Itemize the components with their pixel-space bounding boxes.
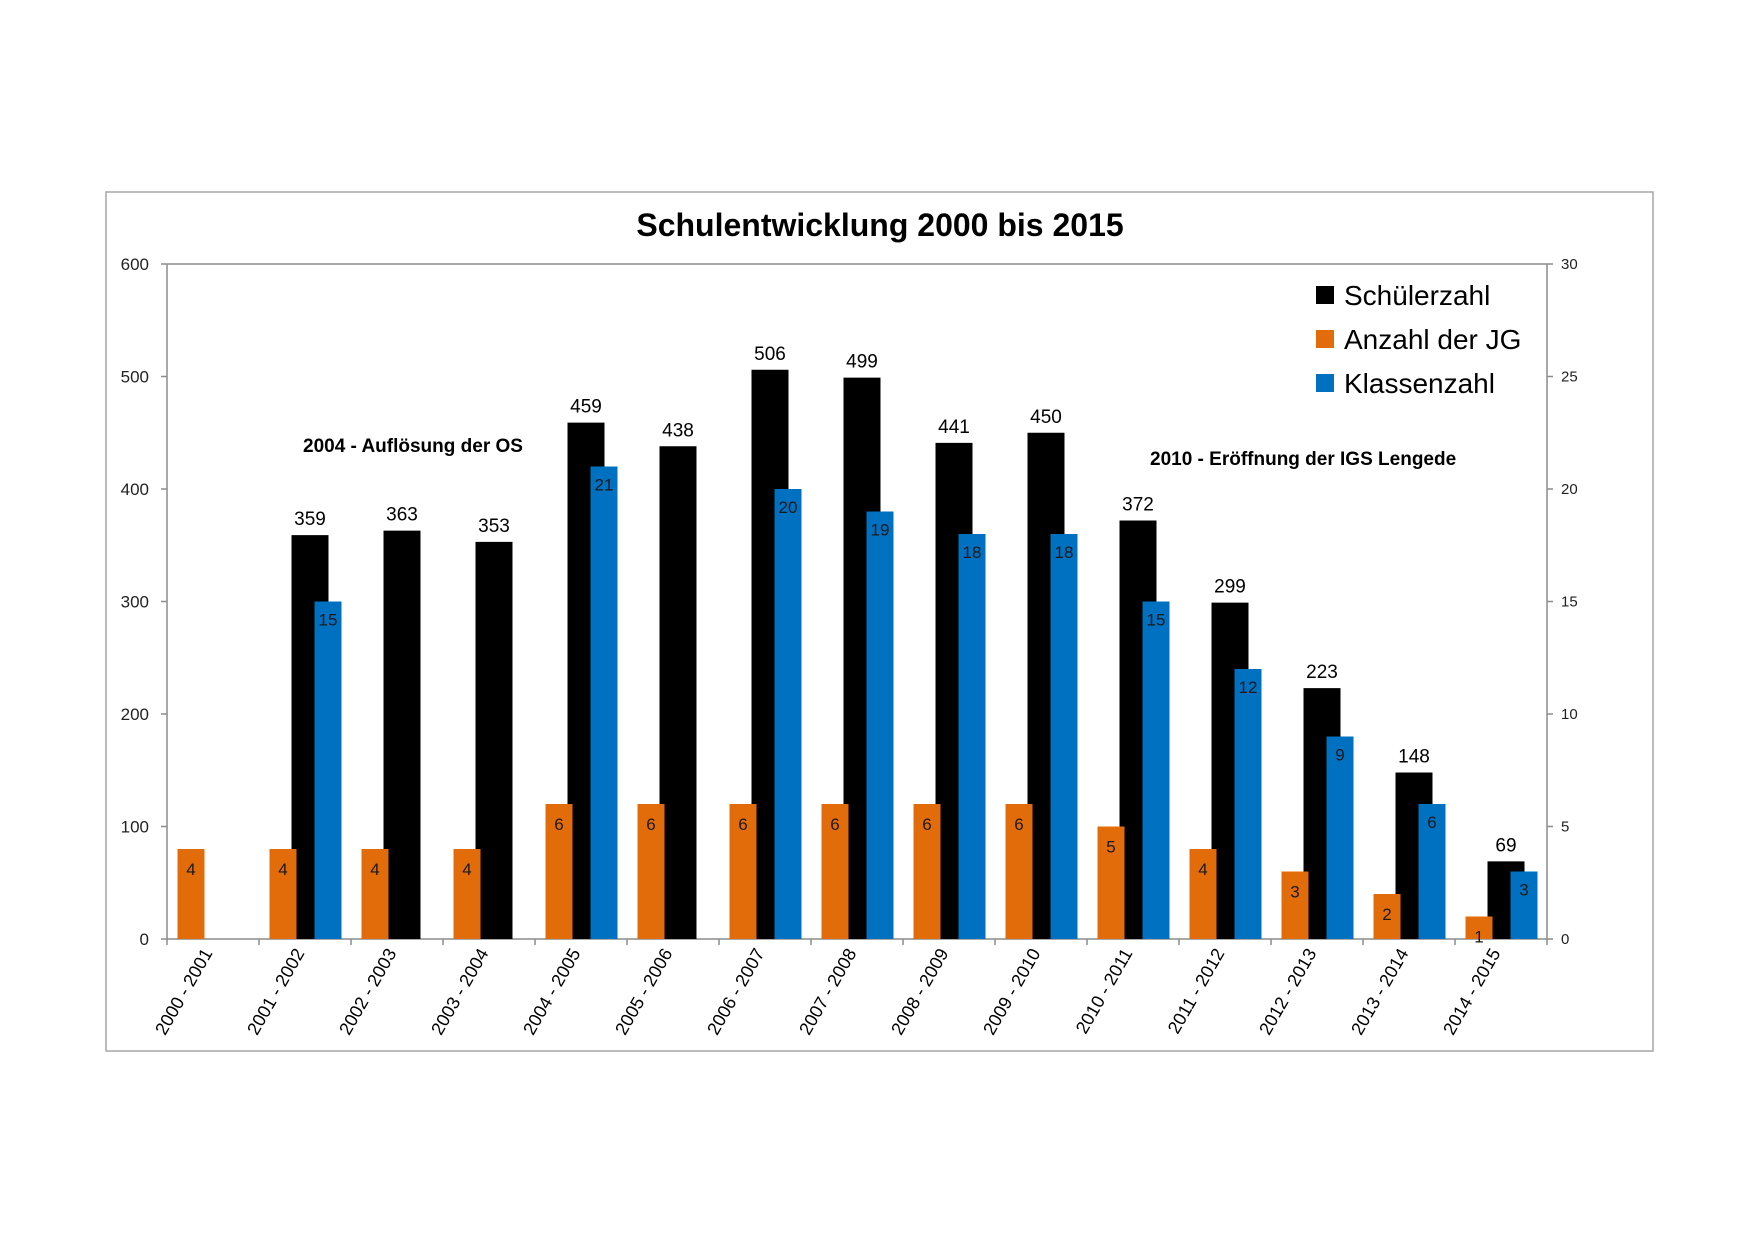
data-label-anzahl-jg: 3 xyxy=(1290,883,1299,902)
legend-label: Anzahl der JG xyxy=(1344,324,1521,355)
data-label-schuelerzahl: 372 xyxy=(1122,495,1154,516)
bar-anzahl-jg xyxy=(913,804,941,939)
data-label-anzahl-jg: 6 xyxy=(738,815,747,834)
legend-label: Klassenzahl xyxy=(1344,368,1495,399)
data-label-klassenzahl: 15 xyxy=(319,611,338,630)
bar-klassenzahl xyxy=(1418,804,1446,939)
y2-tick-label: 25 xyxy=(1561,369,1578,386)
bar-klassenzahl xyxy=(1234,669,1262,939)
bar-anzahl-jg xyxy=(637,804,665,939)
data-label-anzahl-jg: 1 xyxy=(1474,928,1483,947)
y-tick-label: 200 xyxy=(121,705,149,724)
y2-tick-label: 10 xyxy=(1561,706,1578,723)
data-label-schuelerzahl: 506 xyxy=(754,344,786,365)
y2-tick-label: 0 xyxy=(1561,931,1569,948)
bar-klassenzahl xyxy=(1510,871,1538,939)
data-label-schuelerzahl: 459 xyxy=(570,397,602,418)
data-label-schuelerzahl: 363 xyxy=(386,505,418,526)
y-tick-label: 100 xyxy=(121,818,149,837)
data-label-anzahl-jg: 4 xyxy=(278,860,287,879)
y-tick-label: 0 xyxy=(140,930,149,949)
bar-anzahl-jg xyxy=(1373,894,1401,939)
legend: Schülerzahl Anzahl der JG Klassenzahl xyxy=(1316,280,1521,399)
data-label-schuelerzahl: 299 xyxy=(1214,577,1246,598)
legend-swatch xyxy=(1316,374,1334,392)
chart-title: Schulentwicklung 2000 bis 2015 xyxy=(636,207,1123,243)
bar-anzahl-jg xyxy=(729,804,757,939)
data-label-anzahl-jg: 4 xyxy=(462,860,471,879)
y2-tick-label: 20 xyxy=(1561,481,1578,498)
data-label-schuelerzahl: 441 xyxy=(938,417,970,438)
data-label-anzahl-jg: 4 xyxy=(370,860,379,879)
data-label-anzahl-jg: 6 xyxy=(1014,815,1023,834)
bar-anzahl-jg xyxy=(1281,871,1309,939)
annotation-igs: 2010 - Eröffnung der IGS Lengede xyxy=(1150,449,1456,470)
data-label-schuelerzahl: 359 xyxy=(294,509,326,530)
bar-anzahl-jg xyxy=(453,849,481,939)
data-label-anzahl-jg: 2 xyxy=(1382,905,1391,924)
y2-tick-label: 15 xyxy=(1561,594,1578,611)
data-label-klassenzahl: 20 xyxy=(779,498,798,517)
data-label-schuelerzahl: 450 xyxy=(1030,407,1062,428)
data-label-klassenzahl: 18 xyxy=(1055,543,1074,562)
legend-swatch xyxy=(1316,286,1334,304)
bar-klassenzahl xyxy=(1326,736,1354,939)
data-label-schuelerzahl: 438 xyxy=(662,420,694,441)
data-label-klassenzahl: 6 xyxy=(1427,813,1436,832)
bar-klassenzahl xyxy=(590,466,618,939)
bar-klassenzahl xyxy=(1050,534,1078,939)
data-label-schuelerzahl: 499 xyxy=(846,352,878,373)
data-label-klassenzahl: 18 xyxy=(963,543,982,562)
bar-klassenzahl xyxy=(958,534,986,939)
bar-klassenzahl xyxy=(774,489,802,939)
annotation-os: 2004 - Auflösung der OS xyxy=(303,436,523,457)
data-label-klassenzahl: 19 xyxy=(871,521,890,540)
bar-klassenzahl xyxy=(314,601,342,939)
data-label-anzahl-jg: 5 xyxy=(1106,838,1115,857)
bar-anzahl-jg xyxy=(1189,849,1217,939)
data-label-schuelerzahl: 69 xyxy=(1495,835,1516,856)
y-tick-label: 500 xyxy=(121,368,149,387)
legend-swatch xyxy=(1316,330,1334,348)
data-label-anzahl-jg: 6 xyxy=(830,815,839,834)
bar-anzahl-jg xyxy=(1465,916,1493,939)
data-label-schuelerzahl: 223 xyxy=(1306,662,1338,683)
bar-klassenzahl xyxy=(866,511,894,939)
bar-anzahl-jg xyxy=(821,804,849,939)
y2-tick-label: 5 xyxy=(1561,819,1569,836)
bar-schuelerzahl xyxy=(475,541,513,939)
legend-label: Schülerzahl xyxy=(1344,280,1490,311)
bar-anzahl-jg xyxy=(545,804,573,939)
bar-anzahl-jg xyxy=(269,849,297,939)
y-tick-label: 300 xyxy=(121,593,149,612)
data-label-klassenzahl: 15 xyxy=(1147,611,1166,630)
bar-anzahl-jg xyxy=(177,849,205,939)
data-label-anzahl-jg: 4 xyxy=(1198,860,1207,879)
data-label-schuelerzahl: 353 xyxy=(478,516,510,537)
y-tick-label: 400 xyxy=(121,480,149,499)
y2-tick-label: 30 xyxy=(1561,256,1578,273)
bars xyxy=(177,369,1538,939)
data-label-klassenzahl: 9 xyxy=(1335,746,1344,765)
bar-schuelerzahl xyxy=(383,530,421,939)
data-label-anzahl-jg: 6 xyxy=(646,815,655,834)
y-tick-label: 600 xyxy=(121,255,149,274)
data-label-klassenzahl: 12 xyxy=(1239,678,1258,697)
bar-anzahl-jg xyxy=(361,849,389,939)
bar-anzahl-jg xyxy=(1097,826,1125,939)
bar-anzahl-jg xyxy=(1005,804,1033,939)
data-label-klassenzahl: 3 xyxy=(1519,881,1528,900)
bar-schuelerzahl xyxy=(659,446,697,939)
data-label-anzahl-jg: 6 xyxy=(554,815,563,834)
data-labels: 4359154363435344592164386506206499196441… xyxy=(186,344,1528,947)
data-label-schuelerzahl: 148 xyxy=(1398,747,1430,768)
data-label-anzahl-jg: 4 xyxy=(186,860,195,879)
data-label-anzahl-jg: 6 xyxy=(922,815,931,834)
data-label-klassenzahl: 21 xyxy=(595,476,614,495)
bar-klassenzahl xyxy=(1142,601,1170,939)
